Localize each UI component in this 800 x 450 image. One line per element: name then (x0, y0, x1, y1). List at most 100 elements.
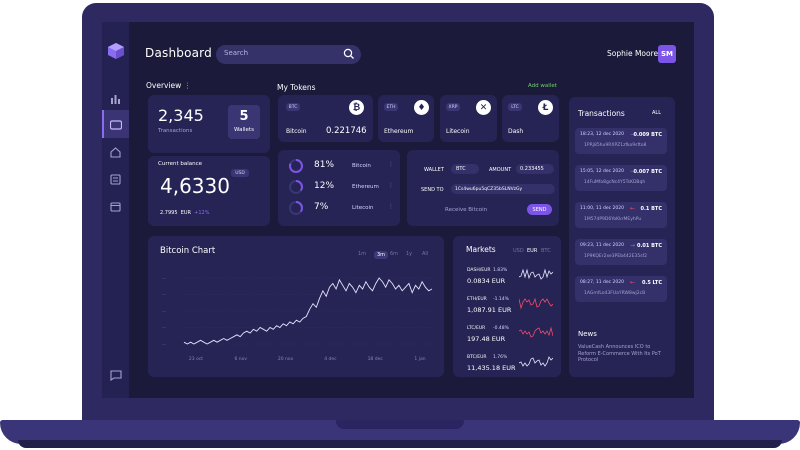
wallet-select[interactable]: BTC (451, 164, 479, 174)
screen: Dashboard Search Sophie Moore SM Overvie… (102, 22, 694, 398)
transactions-filter[interactable]: ALL (652, 110, 661, 116)
wallet-icon[interactable] (109, 118, 122, 131)
transaction-amount: 0.01 BTC (637, 243, 662, 249)
transaction-row[interactable]: 11:00, 11 dec 2020 ← 0.1 BTC 1M57dP9D6YoKkr… (575, 202, 667, 228)
chart-tab-all[interactable]: All (422, 251, 429, 257)
news-headline[interactable]: ValueCash Announces ICO to Reform E-Comm… (578, 344, 661, 363)
market-sparkline-path (519, 326, 553, 338)
bitcoin-series-line (183, 277, 433, 345)
transaction-row[interactable]: 08:27, 11 dec 2020 ← 0.5 LTC 1AGmfLo43FUaYR… (575, 276, 667, 302)
currency-badge[interactable]: USD (231, 169, 249, 177)
document-icon[interactable] (109, 173, 122, 186)
home-icon[interactable] (109, 146, 122, 159)
allocation-row[interactable]: 81% Bitcoin ⋮ (286, 158, 394, 174)
token-card-eth[interactable]: ETH ♦ Ethereum (378, 95, 434, 142)
market-tab-eur[interactable]: EUR (527, 248, 538, 254)
x-tick-label: 1 jan (414, 356, 425, 362)
x-tick-label: 23 oct (189, 356, 203, 362)
send-to-label: SEND TO (421, 187, 444, 193)
token-code: XRP (446, 103, 460, 111)
chart-tab-1y[interactable]: 1y (406, 251, 413, 257)
chart-tab-6m[interactable]: 6m (390, 251, 399, 257)
chart-tab-1m[interactable]: 1m (358, 251, 367, 257)
transaction-row[interactable]: 18:23, 12 dec 2020 → 0.009 BTC 1PRj85hu9RXP… (575, 128, 667, 154)
market-change: 1.76% (493, 355, 508, 360)
market-row[interactable]: LTC/EUR -0.48% 197.48 EUR (467, 326, 553, 352)
add-wallet-link[interactable]: Add wallet (528, 83, 557, 89)
transaction-row[interactable]: 15:05, 12 dec 2020 → 0.007 BTC 14FuMfo8gcNc… (575, 165, 667, 191)
market-value: 11,435.18 EUR (467, 364, 516, 372)
avatar[interactable]: SM (658, 45, 676, 63)
transaction-date: 11:00, 11 dec 2020 (580, 206, 624, 211)
chat-icon[interactable] (109, 369, 122, 382)
market-tab-btc[interactable]: BTC (541, 248, 551, 254)
token-name: Litecoin (446, 128, 470, 135)
search-placeholder: Search (224, 49, 249, 57)
wallet-value: BTC (456, 166, 466, 172)
more-icon[interactable]: ⋮ (388, 161, 394, 168)
wallets-box[interactable]: 5 Wallets (228, 105, 260, 139)
send-to-field[interactable]: 1Cs4wu6pu5qCZ35bSLNVzGy (451, 184, 555, 194)
news-card: News ValueCash Announces ICO to Reform E… (569, 322, 675, 377)
nav-active-indicator (102, 110, 104, 138)
arrow-left-icon: ← (629, 205, 635, 212)
search-input[interactable]: Search (216, 45, 361, 64)
transaction-amount: 0.5 LTC (641, 280, 662, 286)
market-tab-usd[interactable]: USD (513, 248, 524, 254)
market-row[interactable]: BTC/EUR 1.76% 11,435.18 EUR (467, 355, 553, 381)
allocation-row[interactable]: 7% Litecoin ⋮ (286, 200, 394, 216)
bitcoin-line-chart: — — — — — 23 oct 6 nov 20 nov 4 dec 18 dec 1 jan (162, 276, 433, 362)
search-icon[interactable] (343, 48, 355, 60)
x-tick-label: 18 dec (368, 356, 384, 362)
market-sparkline (519, 297, 553, 310)
allocation-ring-fill (289, 159, 303, 173)
more-icon: ⋮ (183, 81, 192, 90)
balance-label: Current balance (158, 161, 203, 167)
send-button[interactable]: SEND (527, 204, 552, 215)
transaction-row[interactable]: 09:23, 11 dec 2020 → 0.01 BTC 1P9KQEr2xe3PE… (575, 239, 667, 265)
bitcoin-icon: ₿ (349, 100, 364, 115)
transaction-hash: 1P9KQEr2xe3PEb442E35sf2 (584, 254, 648, 259)
chart-title: Bitcoin Chart (160, 246, 216, 256)
overview-label[interactable]: Overview ⋮ (146, 81, 192, 90)
more-icon[interactable]: ⋮ (388, 182, 394, 189)
chart-tab-3m[interactable]: 3m (374, 251, 389, 259)
transaction-amount: 0.1 BTC (640, 206, 663, 212)
y-tick-placeholder: — (162, 325, 166, 330)
market-pair: BTC/EUR (467, 355, 487, 360)
allocation-ring-icon (289, 159, 303, 173)
token-name: Bitcoin (286, 128, 307, 135)
transaction-date: 08:27, 11 dec 2020 (580, 280, 624, 285)
allocation-name: Ethereum (352, 184, 379, 190)
token-card-ltc[interactable]: LTC Ł Dash (502, 95, 559, 142)
market-change: -0.48% (493, 326, 509, 331)
arrow-right-icon: → (629, 131, 635, 138)
market-row[interactable]: DASH/EUR 1.83% 0.0834 EUR (467, 268, 553, 294)
token-card-btc[interactable]: BTC ₿ Bitcoin 0.221746 (278, 95, 373, 142)
logo-icon[interactable] (107, 42, 125, 60)
user-name[interactable]: Sophie Moore (607, 49, 659, 58)
ripple-icon: ✕ (476, 100, 491, 115)
calendar-icon[interactable] (109, 200, 122, 213)
nav-active-highlight (102, 110, 129, 138)
balance-value: 4,6330 (160, 174, 230, 198)
allocation-percent: 7% (314, 202, 329, 212)
token-card-xrp[interactable]: XRP ✕ Litecoin (440, 95, 497, 142)
analytics-icon[interactable] (109, 92, 122, 105)
y-tick-placeholder: — (162, 292, 166, 297)
page-title: Dashboard (145, 46, 212, 60)
tokens-label: My Tokens (277, 83, 316, 92)
amount-field[interactable]: 0.233455 (516, 164, 554, 174)
eur-line: 2.7995 EUR +12% (160, 210, 210, 216)
market-pair: ETH/EUR (467, 297, 487, 302)
transactions-title: Transactions (578, 109, 625, 118)
laptop-base-shadow (18, 440, 782, 448)
receive-link[interactable]: Receive Bitcoin (445, 207, 488, 213)
more-icon[interactable]: ⋮ (388, 203, 394, 210)
sidebar (102, 22, 129, 398)
wallets-value: 5 (239, 109, 249, 124)
allocation-row[interactable]: 12% Ethereum ⋮ (286, 179, 394, 195)
arrow-right-icon: → (629, 168, 635, 175)
market-row[interactable]: ETH/EUR -1.14% 1,087.91 EUR (467, 297, 553, 323)
transactions-card: 2,345 Transactions 5 Wallets (148, 95, 270, 153)
